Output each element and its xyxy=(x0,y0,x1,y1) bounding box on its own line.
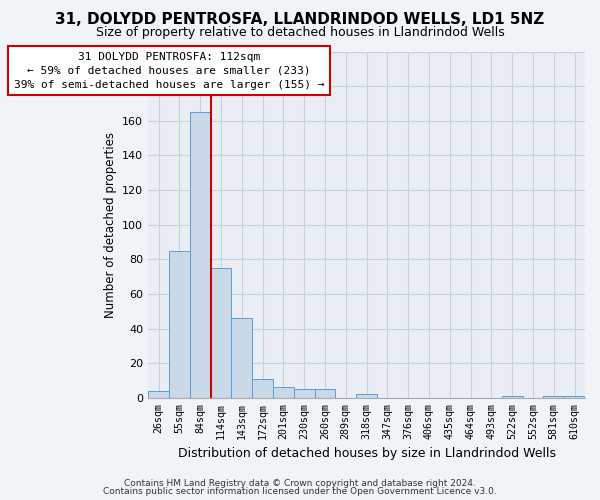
Bar xyxy=(211,268,232,398)
Bar xyxy=(148,391,169,398)
Bar xyxy=(356,394,377,398)
Text: Contains HM Land Registry data © Crown copyright and database right 2024.: Contains HM Land Registry data © Crown c… xyxy=(124,478,476,488)
Y-axis label: Number of detached properties: Number of detached properties xyxy=(104,132,116,318)
Bar xyxy=(273,388,294,398)
Bar xyxy=(169,250,190,398)
X-axis label: Distribution of detached houses by size in Llandrindod Wells: Distribution of detached houses by size … xyxy=(178,447,556,460)
Bar xyxy=(232,318,252,398)
Bar xyxy=(314,389,335,398)
Text: Size of property relative to detached houses in Llandrindod Wells: Size of property relative to detached ho… xyxy=(95,26,505,39)
Text: 31 DOLYDD PENTROSFA: 112sqm
← 59% of detached houses are smaller (233)
39% of se: 31 DOLYDD PENTROSFA: 112sqm ← 59% of det… xyxy=(14,52,324,90)
Bar xyxy=(544,396,564,398)
Bar xyxy=(294,389,314,398)
Bar xyxy=(502,396,523,398)
Text: Contains public sector information licensed under the Open Government Licence v3: Contains public sector information licen… xyxy=(103,487,497,496)
Bar xyxy=(564,396,585,398)
Bar xyxy=(252,379,273,398)
Bar xyxy=(190,112,211,398)
Text: 31, DOLYDD PENTROSFA, LLANDRINDOD WELLS, LD1 5NZ: 31, DOLYDD PENTROSFA, LLANDRINDOD WELLS,… xyxy=(55,12,545,28)
